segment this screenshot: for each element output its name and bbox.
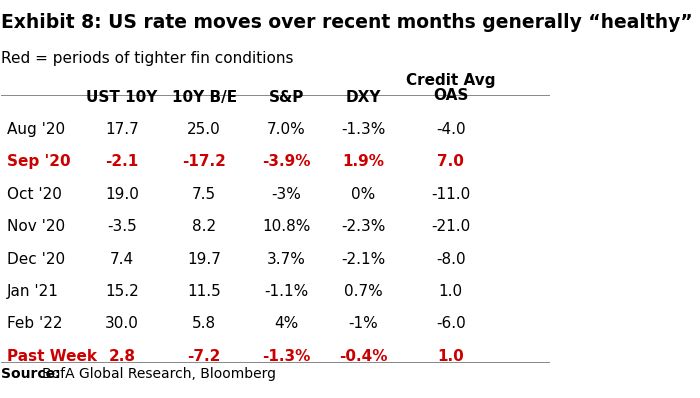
Text: 1.0: 1.0	[439, 284, 463, 299]
Text: 1.0: 1.0	[438, 349, 464, 364]
Text: 10.8%: 10.8%	[262, 219, 311, 234]
Text: 8.2: 8.2	[192, 219, 216, 234]
Text: Past Week: Past Week	[7, 349, 97, 364]
Text: Aug '20: Aug '20	[7, 122, 65, 137]
Text: 7.0%: 7.0%	[267, 122, 306, 137]
Text: DXY: DXY	[345, 90, 381, 105]
Text: 7.5: 7.5	[192, 187, 216, 202]
Text: -21.0: -21.0	[431, 219, 470, 234]
Text: Dec '20: Dec '20	[7, 252, 65, 267]
Text: 25.0: 25.0	[188, 122, 221, 137]
Text: -3.5: -3.5	[107, 219, 136, 234]
Text: 2.8: 2.8	[108, 349, 136, 364]
Text: S&P: S&P	[269, 90, 304, 105]
Text: Sep '20: Sep '20	[7, 154, 71, 169]
Text: -1.3%: -1.3%	[341, 122, 385, 137]
Text: 4%: 4%	[274, 316, 298, 332]
Text: 3.7%: 3.7%	[267, 252, 306, 267]
Text: -1.3%: -1.3%	[262, 349, 311, 364]
Text: -2.3%: -2.3%	[341, 219, 385, 234]
Text: Feb '22: Feb '22	[7, 316, 62, 332]
Text: 11.5: 11.5	[188, 284, 221, 299]
Text: -1.1%: -1.1%	[265, 284, 309, 299]
Text: OAS: OAS	[433, 88, 468, 103]
Text: -3%: -3%	[272, 187, 301, 202]
Text: BofA Global Research, Bloomberg: BofA Global Research, Bloomberg	[43, 367, 276, 381]
Text: Oct '20: Oct '20	[7, 187, 62, 202]
Text: Red = periods of tighter fin conditions: Red = periods of tighter fin conditions	[1, 51, 294, 66]
Text: -17.2: -17.2	[182, 154, 226, 169]
Text: 0.7%: 0.7%	[344, 284, 382, 299]
Text: -7.2: -7.2	[188, 349, 221, 364]
Text: -4.0: -4.0	[436, 122, 466, 137]
Text: 0%: 0%	[351, 187, 375, 202]
Text: 10Y B/E: 10Y B/E	[172, 90, 237, 105]
Text: 19.0: 19.0	[105, 187, 139, 202]
Text: -3.9%: -3.9%	[262, 154, 311, 169]
Text: Source:: Source:	[1, 367, 61, 381]
Text: 5.8: 5.8	[192, 316, 216, 332]
Text: 7.0: 7.0	[438, 154, 464, 169]
Text: 1.9%: 1.9%	[342, 154, 384, 169]
Text: -2.1: -2.1	[105, 154, 139, 169]
Text: Nov '20: Nov '20	[7, 219, 65, 234]
Text: -2.1%: -2.1%	[341, 252, 385, 267]
Text: 7.4: 7.4	[110, 252, 134, 267]
Text: Jan '21: Jan '21	[7, 284, 59, 299]
Text: 17.7: 17.7	[105, 122, 139, 137]
Text: -11.0: -11.0	[431, 187, 470, 202]
Text: Exhibit 8: US rate moves over recent months generally “healthy”: Exhibit 8: US rate moves over recent mon…	[1, 13, 693, 32]
Text: 19.7: 19.7	[187, 252, 221, 267]
Text: -8.0: -8.0	[436, 252, 466, 267]
Text: -6.0: -6.0	[436, 316, 466, 332]
Text: -0.4%: -0.4%	[339, 349, 387, 364]
Text: -1%: -1%	[349, 316, 378, 332]
Text: Credit Avg: Credit Avg	[406, 72, 496, 88]
Text: 30.0: 30.0	[105, 316, 139, 332]
Text: UST 10Y: UST 10Y	[86, 90, 158, 105]
Text: 15.2: 15.2	[105, 284, 139, 299]
